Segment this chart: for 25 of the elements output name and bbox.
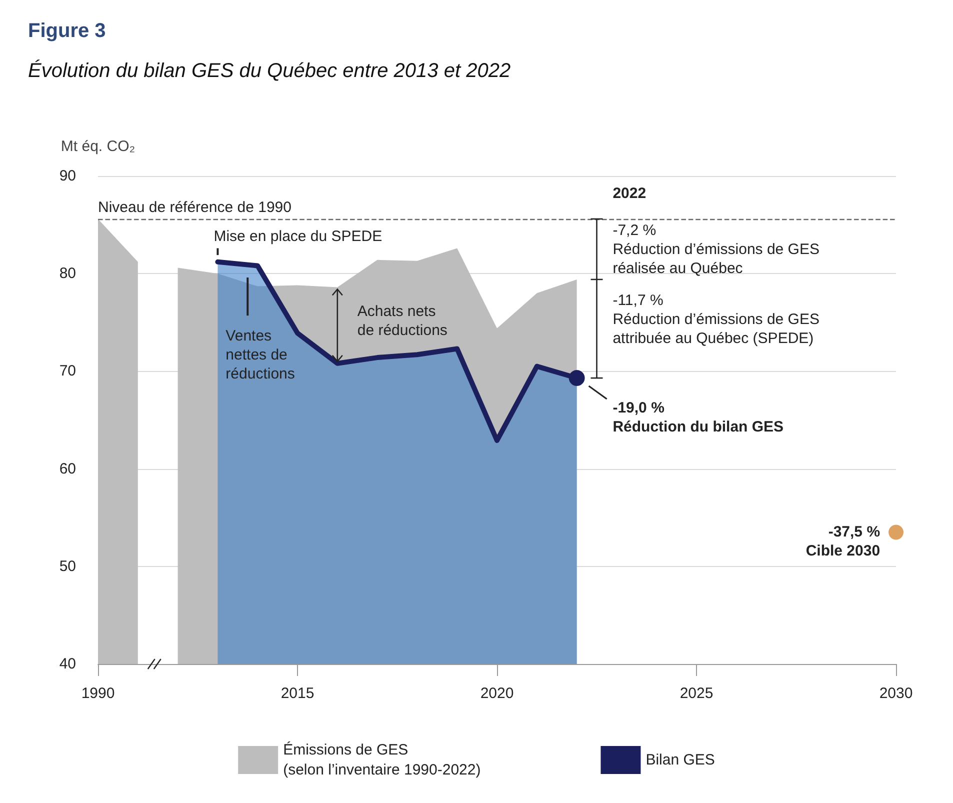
x-tick-label: 2020 bbox=[480, 685, 514, 702]
x-tick-label: 2030 bbox=[879, 685, 913, 702]
annotation: -11,7 % Réduction d’émissions de GES attribuée au Québec (SPEDE) bbox=[612, 292, 820, 348]
legend-label: Bilan GES bbox=[646, 752, 715, 768]
y-tick-label: 40 bbox=[59, 656, 76, 672]
annotation: -37,5 % Cible 2030 bbox=[806, 523, 880, 560]
legend-label: Émissions de GES (selon l’inventaire 1990-2022) bbox=[283, 740, 481, 778]
annotation: -7,2 % Réduction d’émissions de GES réalisée au Québec bbox=[612, 222, 820, 277]
ref-line-label: Niveau de référence de 1990 bbox=[98, 198, 292, 216]
annotation: -19,0 % Réduction du bilan GES bbox=[612, 400, 784, 436]
annotation: 2022 bbox=[612, 185, 646, 202]
y-tick-label: 70 bbox=[59, 362, 76, 380]
y-tick-label: 50 bbox=[59, 558, 76, 575]
x-tick-label: 2015 bbox=[280, 685, 314, 702]
annotation: Achats nets de réductions bbox=[357, 302, 448, 339]
y-tick-label: 90 bbox=[59, 168, 76, 184]
x-tick-label: 1990 bbox=[81, 685, 115, 702]
x-tick-label: 2025 bbox=[680, 685, 714, 702]
y-axis-title: Mt éq. CO₂ bbox=[60, 138, 136, 155]
chart-title: Figure 3 bbox=[28, 20, 106, 42]
annotation: Ventes nettes de réductions bbox=[226, 327, 295, 382]
chart-subtitle: Évolution du bilan GES du Québec entre 2013 et 2022 bbox=[28, 59, 511, 82]
annotation: Mise en place du SPEDE bbox=[214, 228, 382, 246]
y-tick-label: 60 bbox=[59, 460, 76, 478]
y-tick-label: 80 bbox=[59, 265, 76, 282]
